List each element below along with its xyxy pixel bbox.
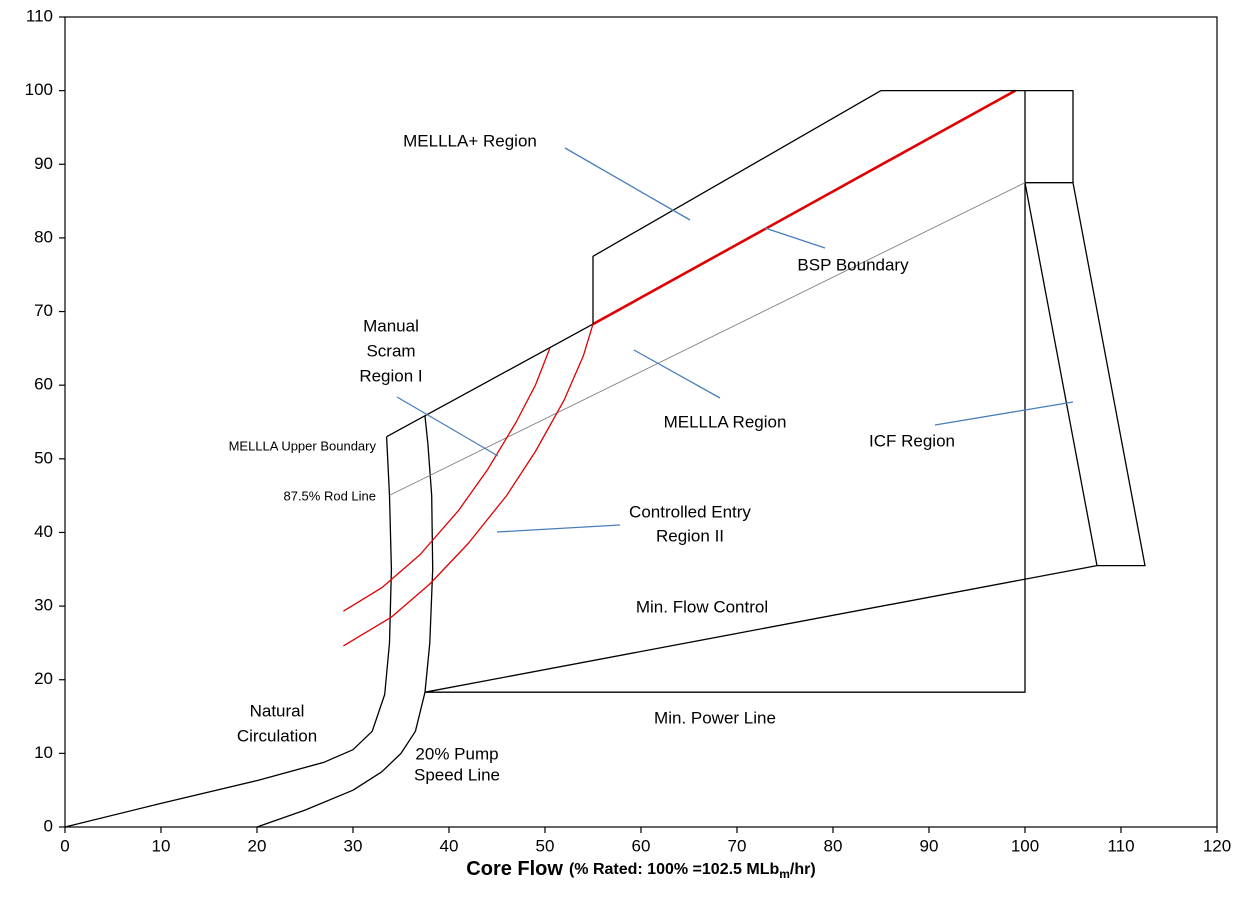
x-title-main: Core Flow [466, 858, 563, 880]
y-tick-label: 10 [34, 743, 53, 762]
x-tick-label: 110 [1107, 836, 1134, 855]
line-series [64, 436, 393, 828]
annotation-leader [496, 524, 621, 533]
x-title-sub: m [779, 867, 790, 881]
y-tick-label: 90 [34, 154, 53, 173]
x-tick-label: 30 [344, 836, 363, 855]
annotation-leader [564, 147, 691, 221]
y-tick-label: 80 [34, 227, 53, 246]
x-tick-label: 80 [824, 836, 843, 855]
annotation: Region I [359, 366, 422, 385]
x-tick-label: 90 [920, 836, 939, 855]
y-tick-label: 70 [34, 301, 53, 320]
line-series [424, 90, 1146, 693]
annotation: BSP Boundary [797, 255, 909, 274]
annotation: Controlled Entry [629, 502, 751, 521]
annotation-leader [934, 401, 1074, 426]
y-tick-label: 0 [44, 816, 53, 835]
annotation-leader [396, 396, 499, 457]
x-title-end: /hr) [790, 861, 816, 878]
line-series [256, 416, 434, 828]
line-series [343, 323, 594, 647]
x-tick-label: 40 [440, 836, 459, 855]
annotation: 87.5% Rod Line [283, 488, 376, 503]
y-tick-label: 50 [34, 448, 53, 467]
y-tick-label: 60 [34, 375, 53, 394]
x-tick-label: 120 [1203, 836, 1231, 855]
annotation: MELLLA+ Region [403, 131, 537, 150]
x-tick-label: 50 [536, 836, 555, 855]
x-tick-label: 10 [152, 836, 171, 855]
y-tick-label: 30 [34, 596, 53, 615]
annotation: Scram [366, 341, 415, 360]
line-series [390, 182, 1026, 496]
line-series [592, 89, 1074, 325]
line-series [343, 348, 551, 612]
annotation: Min. Power Line [654, 708, 776, 727]
annotation: Circulation [237, 726, 317, 745]
x-tick-label: 70 [728, 836, 747, 855]
x-tick-label: 100 [1011, 836, 1039, 855]
line-series [386, 323, 594, 438]
line-series [592, 89, 1017, 326]
annotation: Speed Line [414, 765, 500, 784]
annotation: Min. Flow Control [636, 597, 768, 616]
line-series [1024, 182, 1098, 566]
plot-frame [64, 16, 1218, 828]
annotation: MELLLA Upper Boundary [229, 438, 377, 453]
annotation: MELLLA Region [664, 412, 787, 431]
y-tick-label: 100 [25, 80, 53, 99]
x-tick-label: 0 [60, 836, 69, 855]
annotation: Region II [656, 526, 724, 545]
x-tick-label: 20 [248, 836, 267, 855]
annotation: 20% Pump [415, 744, 498, 763]
x-tick-label: 60 [632, 836, 651, 855]
annotation-leader [633, 349, 721, 399]
annotation: Manual [363, 316, 419, 335]
y-tick-label: 110 [26, 6, 53, 25]
annotation: Natural [250, 701, 305, 720]
annotation-leader [764, 227, 826, 249]
x-title-note: (% Rated: 100% =102.5 MLb [569, 861, 780, 878]
y-tick-label: 40 [34, 522, 53, 541]
x-axis-title: Core Flow (% Rated: 100% =102.5 MLbm/hr) [466, 858, 815, 881]
annotation: ICF Region [869, 431, 955, 450]
y-tick-label: 20 [34, 669, 53, 688]
